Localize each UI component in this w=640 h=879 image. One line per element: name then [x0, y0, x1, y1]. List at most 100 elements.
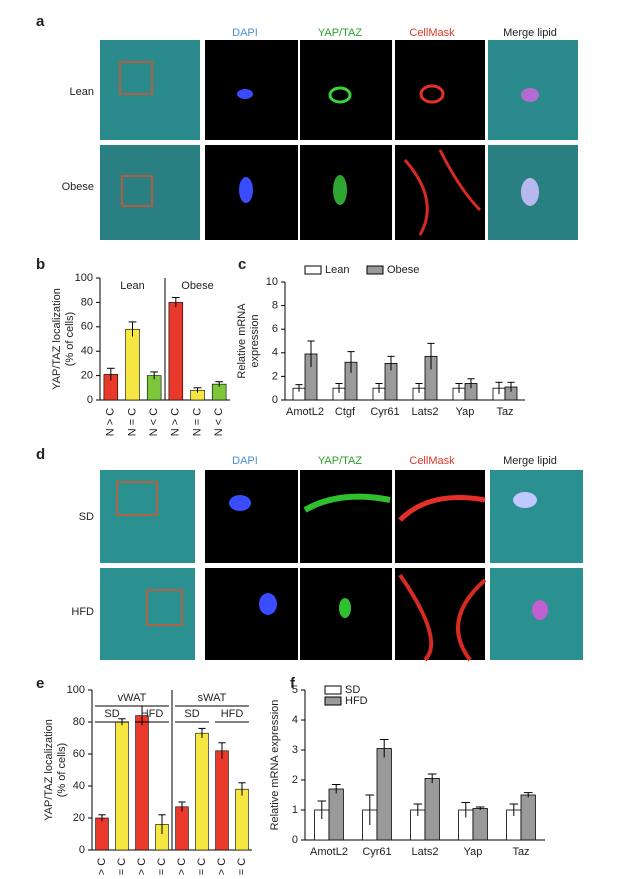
y-tick-label: 80 — [81, 296, 93, 308]
legend-swatch — [304, 265, 322, 275]
error-bar — [415, 382, 423, 393]
y-tick-label: 0 — [79, 844, 85, 856]
error-bar — [507, 381, 515, 392]
error-bar — [106, 367, 115, 381]
bar — [168, 302, 184, 401]
cell-membrane — [398, 573, 487, 662]
bar — [472, 808, 488, 841]
overview-image — [100, 470, 195, 563]
bar — [175, 806, 189, 851]
channel-label: DAPI — [232, 27, 258, 39]
error-bar — [335, 382, 343, 393]
row-label: SD — [79, 511, 94, 523]
channel-label: YAP/TAZ — [318, 27, 362, 39]
x-tick-label: N > C — [105, 408, 117, 436]
y-tick-label: 1 — [292, 804, 298, 816]
x-tick-label: Yap — [456, 406, 475, 418]
x-tick-label: AmotL2 — [310, 846, 348, 858]
y-tick-label: 80 — [73, 716, 85, 728]
panel-letter: d — [36, 446, 45, 463]
error-bar — [387, 355, 395, 371]
legend-label: SD — [345, 684, 360, 696]
x-tick-label: N = C — [236, 858, 248, 879]
subgroup-label: SD — [184, 708, 199, 720]
overview-image — [100, 40, 200, 140]
bar — [235, 788, 249, 851]
error-bar — [171, 297, 180, 308]
row-label: Obese — [62, 181, 94, 193]
channel-image — [300, 470, 392, 563]
error-bar — [238, 782, 246, 796]
y-tick-label: 10 — [266, 276, 278, 288]
subgroup-label: SD — [104, 708, 119, 720]
legend-label: Obese — [387, 264, 419, 276]
y-tick-label: 4 — [292, 714, 298, 726]
cell — [532, 600, 548, 620]
x-tick-label: N > C — [96, 858, 108, 879]
y-tick-label: 6 — [272, 323, 278, 335]
panel-letter: b — [36, 256, 45, 273]
channel-label: CellMask — [409, 27, 455, 39]
y-axis-label: YAP/TAZ localization — [51, 288, 63, 390]
error-bar — [375, 382, 383, 393]
y-axis-label: (% of cells) — [56, 743, 68, 797]
x-tick-label: Ctgf — [335, 406, 356, 418]
error-bar — [509, 803, 519, 816]
nucleus — [237, 89, 253, 99]
y-tick-label: 2 — [272, 370, 278, 382]
y-tick-label: 60 — [81, 321, 93, 333]
y-tick-label: 60 — [73, 748, 85, 760]
x-tick-label: N = C — [156, 858, 168, 879]
x-tick-label: N = C — [116, 858, 128, 879]
error-bar — [98, 814, 106, 822]
x-tick-label: Cyr61 — [370, 406, 399, 418]
y-tick-label: 8 — [272, 300, 278, 312]
error-bar — [461, 802, 471, 818]
channel-image — [395, 470, 485, 563]
x-tick-label: Lats2 — [412, 406, 439, 418]
zoom-box — [121, 175, 153, 207]
bar — [376, 748, 392, 841]
y-tick-label: 20 — [81, 370, 93, 382]
error-bar — [413, 803, 423, 816]
y-tick-label: 100 — [75, 272, 93, 284]
error-bar — [523, 792, 533, 798]
channel-image — [395, 145, 485, 240]
x-tick-label: N = C — [196, 858, 208, 879]
panel-a-images — [100, 40, 578, 240]
channel-image — [205, 40, 298, 140]
legend-swatch — [366, 265, 384, 275]
channel-image — [395, 568, 485, 660]
error-bar — [427, 773, 437, 783]
panel-d-images — [100, 470, 583, 662]
cell — [419, 84, 445, 104]
channel-label: YAP/TAZ — [318, 455, 362, 467]
error-bar — [427, 342, 435, 370]
group-label: vWAT — [118, 692, 147, 704]
y-tick-label: 5 — [292, 684, 298, 696]
bar — [95, 817, 109, 851]
legend-label: Lean — [325, 264, 349, 276]
error-bar — [307, 340, 315, 367]
error-bar — [295, 384, 303, 392]
cell — [303, 493, 391, 513]
x-tick-label: Taz — [496, 406, 513, 418]
x-tick-label: N > C — [216, 858, 228, 879]
y-tick-label: 0 — [272, 394, 278, 406]
y-tick-label: 4 — [272, 347, 278, 359]
x-tick-label: N > C — [176, 858, 188, 879]
y-tick-label: 0 — [292, 834, 298, 846]
overview-image — [100, 145, 200, 240]
bar — [424, 778, 440, 841]
x-tick-label: N > C — [136, 858, 148, 879]
channel-label: CellMask — [409, 455, 455, 467]
cell — [521, 88, 539, 102]
x-tick-label: N < C — [148, 408, 160, 436]
legend-swatch — [324, 696, 342, 706]
y-tick-label: 2 — [292, 774, 298, 786]
panel-letter: a — [36, 13, 45, 30]
error-bar — [158, 814, 166, 834]
x-tick-label: AmotL2 — [286, 406, 324, 418]
error-bar — [379, 739, 389, 758]
